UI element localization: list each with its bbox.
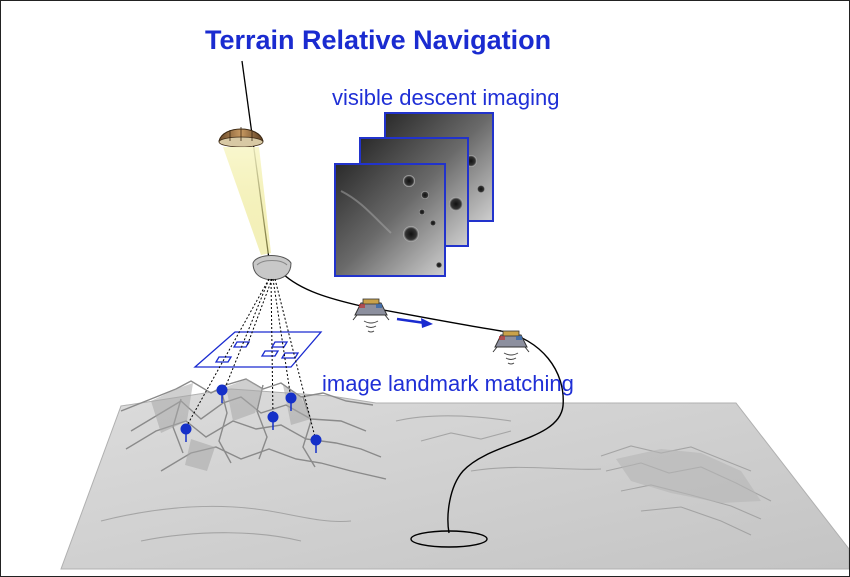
velocity-arrow — [396, 317, 433, 328]
descent-imaging-label: visible descent imaging — [332, 85, 560, 110]
backshell-icon — [252, 255, 292, 281]
parachute-icon — [218, 127, 264, 148]
landmark-pin-icon — [180, 423, 192, 442]
landmark-pin-icon — [285, 392, 297, 411]
projection-lines — [184, 278, 317, 442]
landmark-pin-icon — [267, 411, 279, 430]
camera-footprint — [193, 331, 323, 368]
terrain-surface — [60, 378, 849, 570]
landmark-pin-icon — [310, 434, 322, 453]
diagram-title: Terrain Relative Navigation — [205, 25, 552, 55]
descent-image-stack — [334, 112, 494, 277]
landmark-matching-label: image landmark matching — [322, 371, 574, 396]
landmark-pins — [180, 384, 322, 453]
terrain-shading-right — [616, 449, 761, 503]
landmark-pin-icon — [216, 384, 228, 403]
camera-beam — [223, 147, 271, 255]
landing-ellipse — [410, 530, 488, 548]
descent-image-1 — [334, 163, 446, 277]
lander-icon — [352, 298, 390, 333]
lander-icon — [492, 330, 530, 365]
mountain-shading — [151, 379, 311, 471]
